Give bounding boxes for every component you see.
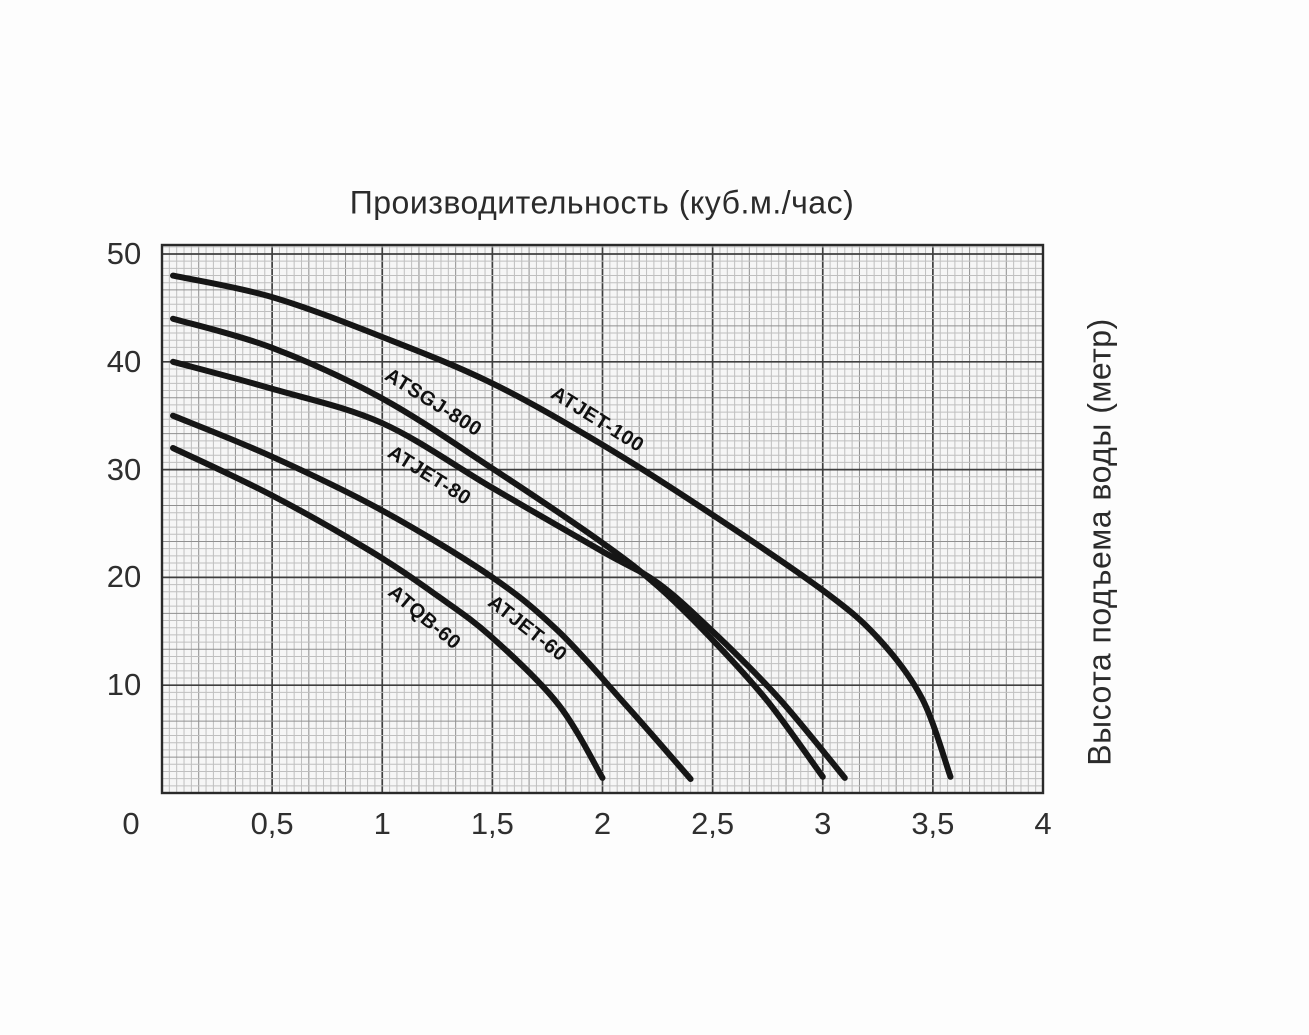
curve-atjet-60 <box>170 412 694 782</box>
y-tick-label-20: 20 <box>106 559 142 595</box>
x-tick-label-0,5: 0,5 <box>250 806 294 841</box>
x-tick-label-1: 1 <box>373 806 391 841</box>
curve-atsgj-800 <box>170 315 826 780</box>
curve-atjet-100 <box>170 272 954 780</box>
y-tick-label-50: 50 <box>106 236 142 271</box>
curve-atqb-60 <box>170 445 606 781</box>
y-tick-label-30: 30 <box>106 451 142 487</box>
curve-atjet-80 <box>170 358 848 781</box>
y-tick-label-10: 10 <box>106 667 142 703</box>
y-tick-label-40: 40 <box>106 343 142 379</box>
x-tick-label-4: 4 <box>1034 806 1052 841</box>
plot-border <box>160 243 1045 795</box>
x-tick-label-1,5: 1,5 <box>470 806 514 841</box>
x-tick-label-2,5: 2,5 <box>691 806 735 841</box>
x-tick-label-2: 2 <box>593 806 612 841</box>
x-tick-label-0: 0 <box>122 806 140 841</box>
x-tick-label-3,5: 3,5 <box>911 806 955 841</box>
x-tick-label-3: 3 <box>814 806 832 841</box>
x-axis-title: Производительность (куб.м./час) <box>349 184 855 221</box>
